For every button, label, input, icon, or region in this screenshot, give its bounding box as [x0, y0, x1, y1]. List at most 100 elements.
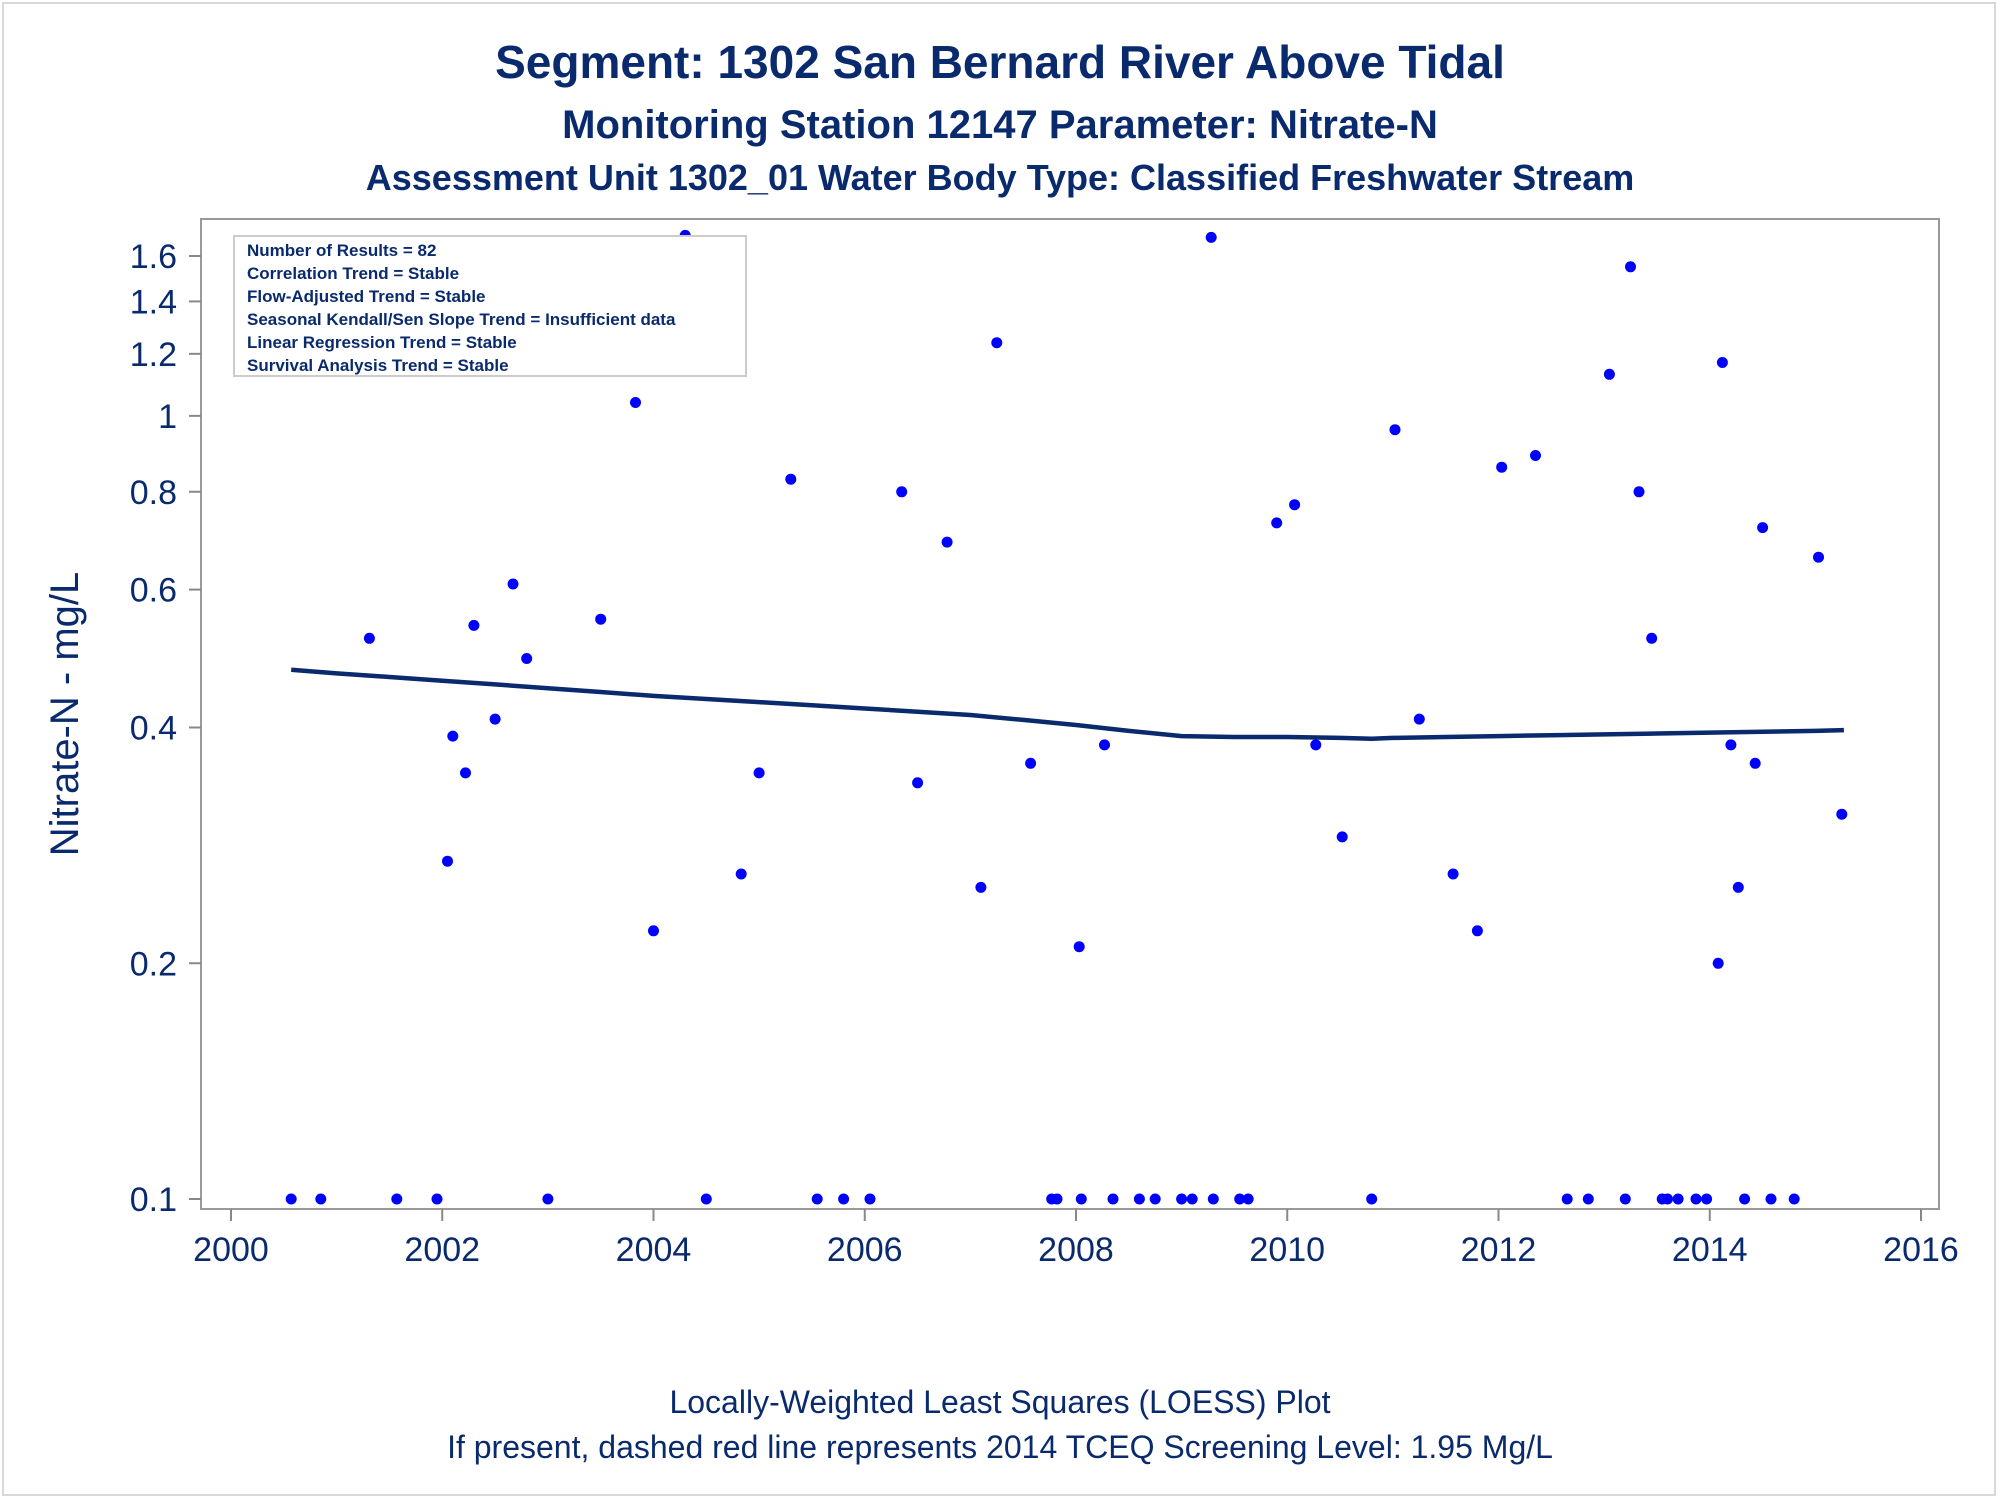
data-point — [1633, 486, 1645, 498]
x-tick-label: 2006 — [827, 1231, 903, 1269]
y-tick-label: 1.4 — [130, 283, 177, 321]
y-tick-label: 0.8 — [130, 474, 177, 512]
data-point — [838, 1193, 850, 1205]
data-point — [1725, 739, 1737, 751]
x-tick-label: 2000 — [193, 1231, 269, 1269]
x-tick-label: 2016 — [1883, 1231, 1959, 1269]
chart-subtitle-assessment: Assessment Unit 1302_01 Water Body Type:… — [366, 157, 1635, 198]
loess-line — [291, 667, 1844, 741]
x-tick-label: 2010 — [1249, 1231, 1325, 1269]
data-point — [1813, 551, 1824, 563]
data-point — [1447, 868, 1459, 880]
x-tick-label: 2014 — [1672, 1231, 1748, 1269]
data-point — [1310, 739, 1322, 751]
chart-subtitle-station: Monitoring Station 12147 Parameter: Nitr… — [562, 103, 1438, 147]
data-point — [1366, 1193, 1378, 1205]
footnote-loess: Locally-Weighted Least Squares (LOESS) P… — [669, 1384, 1330, 1420]
data-point — [1051, 1193, 1063, 1205]
data-point — [1107, 1193, 1119, 1205]
y-tick-label: 1.6 — [130, 238, 177, 276]
data-point — [1662, 1193, 1673, 1205]
data-point — [1289, 499, 1301, 511]
x-axis: 2000 2002 2004 2006 2008 2010 2012 2014 2016 — [193, 1209, 1959, 1269]
data-point — [1207, 1193, 1219, 1205]
data-point — [460, 767, 471, 779]
data-point — [442, 855, 453, 867]
data-point — [700, 1193, 712, 1205]
data-point — [1336, 831, 1348, 843]
data-point — [363, 632, 375, 644]
data-point — [1530, 450, 1541, 461]
plot-area — [200, 218, 1940, 1210]
data-point — [1149, 1193, 1161, 1205]
data-point — [753, 767, 765, 779]
footnote-screening-level: If present, dashed red line represents 2… — [447, 1429, 1553, 1465]
data-point — [1690, 1193, 1702, 1205]
legend-entry: Linear Regression Trend = Stable — [247, 333, 517, 352]
data-point — [1603, 368, 1615, 380]
data-point — [1582, 1193, 1594, 1205]
data-point — [1646, 632, 1658, 644]
data-point — [1701, 1193, 1713, 1205]
data-point — [595, 613, 607, 625]
data-point — [1099, 739, 1110, 751]
data-point — [1471, 925, 1483, 937]
data-points — [285, 229, 1848, 1205]
x-tick-label: 2004 — [616, 1231, 692, 1269]
data-point — [521, 653, 533, 664]
data-point — [468, 619, 480, 631]
x-tick-label: 2008 — [1038, 1231, 1114, 1269]
y-tick-label: 0.6 — [130, 572, 177, 610]
legend-entry: Number of Results = 82 — [247, 241, 436, 260]
legend-entry: Correlation Trend = Stable — [247, 264, 459, 283]
legend-box — [233, 235, 747, 377]
data-point — [1271, 517, 1283, 529]
data-point — [431, 1193, 443, 1205]
data-point — [447, 730, 459, 742]
data-point — [1716, 357, 1728, 368]
data-point — [1025, 757, 1037, 769]
legend-entry: Seasonal Kendall/Sen Slope Trend = Insuf… — [247, 310, 676, 329]
data-point — [630, 397, 641, 408]
y-tick-label: 0.4 — [130, 710, 177, 748]
trend-legend: Number of Results = 82 Correlation Trend … — [233, 235, 747, 377]
data-point — [1765, 1193, 1777, 1205]
data-point — [1836, 808, 1848, 820]
data-point — [1625, 261, 1636, 273]
data-point — [507, 578, 519, 590]
legend-entry: Survival Analysis Trend = Stable — [247, 356, 509, 375]
data-point — [1176, 1193, 1188, 1205]
y-tick-label: 0.2 — [130, 945, 177, 983]
data-point — [648, 925, 659, 937]
data-point — [1672, 1193, 1684, 1205]
y-tick-label: 1 — [158, 398, 177, 436]
data-point — [811, 1193, 823, 1205]
data-point — [1749, 757, 1761, 769]
data-point — [391, 1193, 403, 1205]
data-point — [896, 486, 908, 498]
data-point — [542, 1193, 554, 1205]
data-point — [1757, 522, 1769, 534]
data-point — [1133, 1193, 1145, 1205]
data-point — [1788, 1193, 1800, 1205]
data-point — [1075, 1193, 1087, 1205]
data-point — [1186, 1193, 1198, 1205]
data-point — [1205, 231, 1217, 243]
x-tick-label: 2012 — [1461, 1231, 1537, 1269]
data-point — [1712, 957, 1724, 969]
data-point — [1413, 713, 1425, 725]
y-axis: 0.1 0.2 0.4 0.6 0.8 1 1.2 1.4 1.6 — [130, 238, 201, 1219]
data-point — [489, 713, 501, 725]
data-point — [1619, 1193, 1631, 1205]
data-point — [912, 777, 924, 789]
data-point — [1242, 1193, 1254, 1205]
data-point — [864, 1193, 876, 1205]
data-point — [975, 881, 987, 893]
data-point — [1073, 941, 1085, 953]
data-point — [285, 1193, 297, 1205]
data-point — [991, 337, 1003, 349]
y-axis-label: Nitrate-N - mg/L — [43, 572, 87, 857]
data-point — [785, 473, 797, 485]
